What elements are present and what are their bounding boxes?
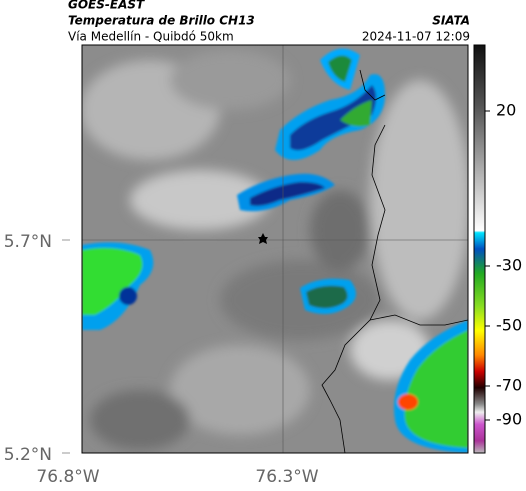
colorbar-label: -30: [496, 256, 522, 275]
colorbar-ticks: 20 -30 -50 -70 -90: [485, 101, 522, 429]
lat-label: 5.2°N: [4, 445, 52, 465]
timestamp: 2024-11-07 12:09: [362, 30, 470, 44]
map-frame: [81, 44, 469, 454]
satellite-image: [82, 45, 468, 453]
lat-label: 5.7°N: [4, 232, 52, 252]
colorbar-label: 20: [496, 101, 516, 120]
lon-ticks: 76.8°W 76.3°W: [36, 467, 318, 487]
source: SIATA: [432, 14, 470, 28]
lat-ticks: 5.7°N 5.2°N: [4, 232, 70, 465]
lon-label: 76.3°W: [255, 467, 318, 487]
colorbar-label: -90: [496, 410, 522, 429]
colorbar: [473, 44, 486, 454]
lon-label: 76.8°W: [36, 467, 99, 487]
location: Vía Medellín - Quibdó 50km: [68, 30, 234, 44]
subtitle: Temperatura de Brillo CH13: [68, 14, 255, 28]
colorbar-label: -50: [496, 316, 522, 335]
colorbar-label: -70: [496, 376, 522, 395]
title: GOES-EAST: [68, 0, 145, 12]
